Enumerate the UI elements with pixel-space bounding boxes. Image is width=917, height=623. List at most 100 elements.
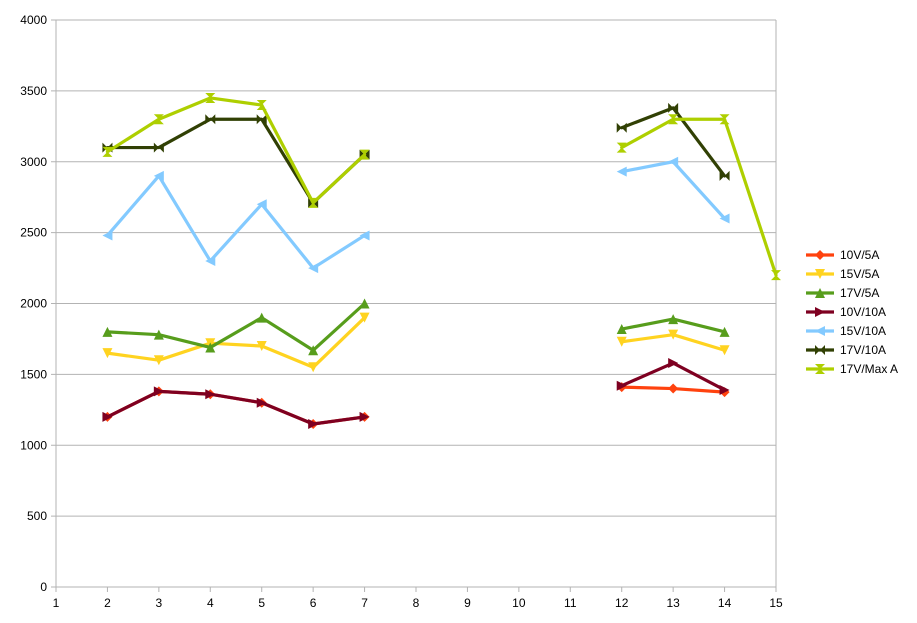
data-point [359,298,370,309]
data-point [256,312,267,323]
data-point [771,270,781,281]
data-point [205,92,216,103]
data-point [256,397,267,408]
x-tick-label: 4 [207,596,214,610]
series-17v-max-a [102,92,781,281]
legend-item: 10V/10A [806,305,886,319]
data-point [359,230,370,241]
data-point [308,418,319,429]
data-point [719,384,730,395]
data-point [153,170,164,181]
data-point [616,142,627,153]
data-point [719,345,730,356]
data-point [668,314,679,325]
y-tick-label: 500 [27,509,47,523]
legend-item: 17V/Max A [806,362,898,376]
legend-label: 17V/Max A [840,362,898,376]
x-axis-tick-labels: 1 2 3 4 5 6 7 8 9 10 11 12 13 14 15 [53,596,783,610]
legend-label: 15V/10A [840,324,886,338]
data-point [102,230,113,241]
data-point [616,324,627,335]
series-line [105,389,367,426]
data-point [153,114,164,125]
legend-marker [815,307,825,317]
x-tick-label: 6 [310,596,317,610]
x-tick-label: 3 [156,596,163,610]
data-point [205,342,216,353]
legend-item: 10V/5A [806,248,879,262]
data-point [668,156,679,167]
data-point [668,329,679,340]
x-tick-label: 7 [361,596,368,610]
y-tick-label: 1500 [20,367,47,381]
data-point [719,114,730,125]
data-point [719,213,730,224]
plot-area [102,92,781,429]
x-tick-label: 5 [258,596,265,610]
legend-marker [815,326,825,336]
x-tick-label: 10 [512,596,526,610]
data-point [359,411,370,422]
y-tick-label: 0 [40,580,47,594]
y-tick-label: 2500 [20,226,47,240]
x-tick-label: 8 [413,596,420,610]
y-tick-label: 3500 [20,84,47,98]
data-point [153,329,164,340]
data-point [719,326,730,337]
y-tick-label: 3000 [20,155,47,169]
series-17v-5a [102,298,730,356]
series-10v-10a [102,358,730,429]
x-tick-label: 11 [564,596,577,610]
y-tick-label: 1000 [20,438,47,452]
data-point [256,199,267,210]
series-15v-10a [102,156,730,274]
data-point [256,114,267,125]
axes [51,19,777,592]
data-point [102,411,113,422]
legend-marker [815,288,825,298]
data-point [668,383,679,394]
data-point [256,341,267,352]
x-tick-label: 2 [104,596,111,610]
data-point [616,380,627,391]
data-point [102,348,113,359]
data-point [308,263,319,274]
legend-label: 10V/5A [840,248,879,262]
data-point [153,142,164,153]
x-tick-label: 14 [718,596,732,610]
legend: 10V/5A 15V/5A 17V/5A 10V/10A 15V/10A 17V/10A 1… [806,248,898,376]
legend-label: 15V/5A [840,267,879,281]
legend-marker [815,250,825,260]
data-point [153,355,164,366]
x-tick-label: 1 [53,596,60,610]
legend-label: 10V/10A [840,305,886,319]
series-15v-5a [102,312,730,373]
data-point [308,197,319,208]
data-point [668,114,679,125]
data-point [205,255,216,266]
x-tick-label: 9 [464,596,471,610]
series-line [105,316,367,369]
data-point [616,336,627,347]
legend-marker [815,269,825,279]
data-point [102,146,113,157]
data-point [668,358,679,369]
x-tick-label: 13 [666,596,680,610]
data-point [616,166,627,177]
series-10v-5a [102,382,730,429]
data-point [616,122,627,133]
gridlines [56,19,776,588]
series-line [105,174,367,270]
y-axis-tick-labels: 0 500 1000 1500 2000 2500 3000 3500 4000 [20,13,47,594]
data-point [359,312,370,323]
data-point [256,100,267,111]
series-line [105,96,367,205]
y-tick-label: 2000 [20,297,47,311]
legend-item: 15V/5A [806,267,879,281]
legend-label: 17V/10A [840,343,886,357]
data-point [719,170,730,181]
data-point [205,114,216,125]
legend-label: 17V/5A [840,286,879,300]
data-point [668,102,679,113]
